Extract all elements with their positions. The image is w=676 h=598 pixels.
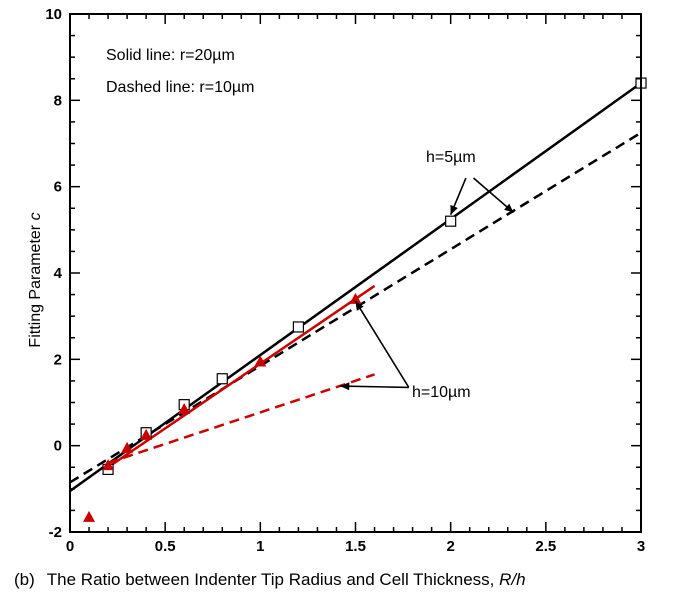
- fit-line-3: [107, 284, 376, 469]
- triangle-marker: [254, 355, 267, 367]
- plot-layer: [69, 77, 647, 522]
- square-marker: [292, 321, 304, 333]
- x-tick-label: 1.5: [345, 538, 366, 555]
- arrow-head: [504, 203, 514, 213]
- arrow-head: [450, 204, 458, 215]
- x-tick-label: 2: [446, 538, 454, 555]
- y-tick-label: 10: [45, 6, 62, 23]
- triangle-marker: [83, 510, 96, 522]
- annotation-arrow: [354, 300, 410, 388]
- triangle-marker: [121, 441, 134, 453]
- y-axis-label: Fitting Parameter c: [27, 212, 44, 347]
- x-tick-label: 0: [66, 538, 74, 555]
- legend-box: Solid line: r=20µm Dashed line: r=10µm: [106, 47, 254, 96]
- triangle-marker: [349, 292, 362, 304]
- y-tick-label: 0: [54, 438, 62, 455]
- y-tick-label: 2: [54, 351, 62, 368]
- x-tick-label: 0.5: [155, 538, 176, 555]
- square-marker: [216, 373, 228, 385]
- x-tick-label: 3: [637, 538, 645, 555]
- caption-prefix: (b): [14, 570, 35, 589]
- fit-line-4: [107, 373, 375, 465]
- y-tick-label: 6: [54, 179, 62, 196]
- arrow-head: [355, 301, 364, 311]
- arrow-head: [340, 382, 350, 391]
- annotation-h10: h=10µm: [412, 384, 471, 401]
- triangle-marker: [102, 459, 115, 471]
- caption-main: The Ratio between Indenter Tip Radius an…: [47, 570, 499, 589]
- y-tick-label: -2: [49, 524, 62, 541]
- y-tick-label: 8: [54, 92, 62, 109]
- x-tick-label: 1: [256, 538, 264, 555]
- legend-dashed-text: Dashed line: r=10µm: [106, 79, 254, 96]
- triangle-marker: [178, 402, 191, 414]
- y-axis-label-italic: c: [27, 212, 44, 220]
- caption-italic: R/h: [499, 570, 525, 589]
- annotation-h5: h=5µm: [426, 149, 476, 166]
- y-tick-label: 4: [54, 265, 63, 282]
- triangle-marker: [140, 428, 153, 440]
- legend-solid-text: Solid line: r=20µm: [106, 47, 235, 64]
- fit-line-2: [69, 131, 642, 484]
- square-marker: [445, 215, 457, 227]
- y-axis-label-main: Fitting Parameter: [27, 220, 44, 347]
- x-tick-label: 2.5: [535, 538, 556, 555]
- annotation-arrow: [340, 385, 409, 389]
- x-axis-caption: (b) The Ratio between Indenter Tip Radius…: [14, 570, 526, 589]
